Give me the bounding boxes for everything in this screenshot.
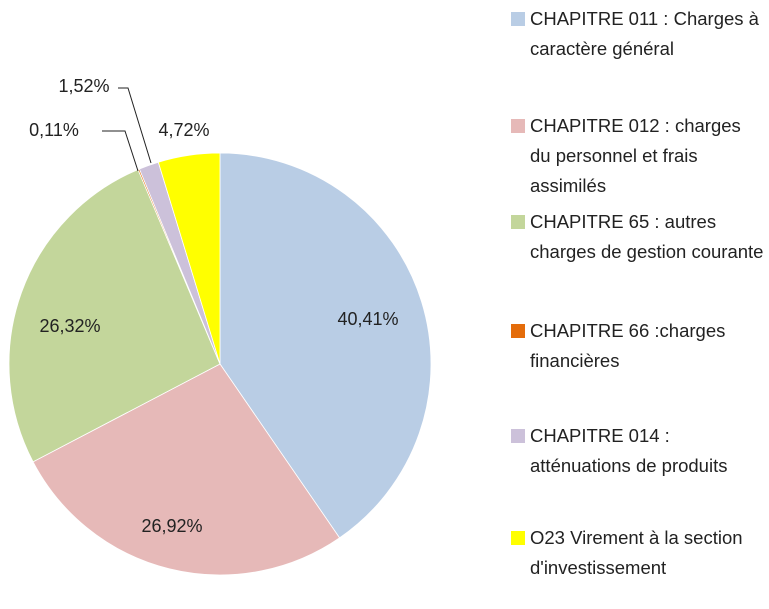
legend-swatch: [511, 215, 525, 229]
legend-label: CHAPITRE 66 :charges financières: [530, 320, 726, 371]
leader-line: [118, 87, 152, 164]
legend-label: CHAPITRE 65 : autres charges de gestion …: [530, 211, 764, 262]
pie-slice: [219, 152, 432, 539]
data-label: 4,72%: [158, 120, 209, 140]
data-label: 1,52%: [58, 76, 109, 96]
legend-label: CHAPITRE 011 : Charges à caractère génér…: [530, 8, 759, 59]
data-label: 26,32%: [39, 316, 100, 336]
legend-item: CHAPITRE 011 : Charges à caractère génér…: [511, 4, 767, 64]
legend-item: CHAPITRE 66 :charges financières: [511, 316, 767, 376]
legend-swatch: [511, 12, 525, 26]
legend-label: CHAPITRE 012 : charges du personnel et f…: [530, 115, 741, 196]
legend-item: CHAPITRE 65 : autres charges de gestion …: [511, 207, 767, 267]
data-label: 26,92%: [141, 516, 202, 536]
legend-label: O23 Virement à la section d'investisseme…: [530, 527, 743, 578]
legend-swatch: [511, 119, 525, 133]
data-label: 40,41%: [337, 309, 398, 329]
legend-item: O23 Virement à la section d'investisseme…: [511, 523, 767, 583]
legend-swatch: [511, 531, 525, 545]
legend-label: CHAPITRE 014 : atténuations de produits: [530, 425, 728, 476]
legend-item: CHAPITRE 014 : atténuations de produits: [511, 421, 767, 481]
data-label: 0,11%: [29, 120, 79, 140]
leader-line: [102, 130, 139, 172]
pie-slice: [32, 363, 341, 576]
pie: [8, 152, 432, 576]
legend-item: CHAPITRE 012 : charges du personnel et f…: [511, 111, 767, 201]
legend-swatch: [511, 324, 525, 338]
pie-slice: [8, 169, 221, 463]
pie-slice: [157, 152, 221, 365]
legend-swatch: [511, 429, 525, 443]
